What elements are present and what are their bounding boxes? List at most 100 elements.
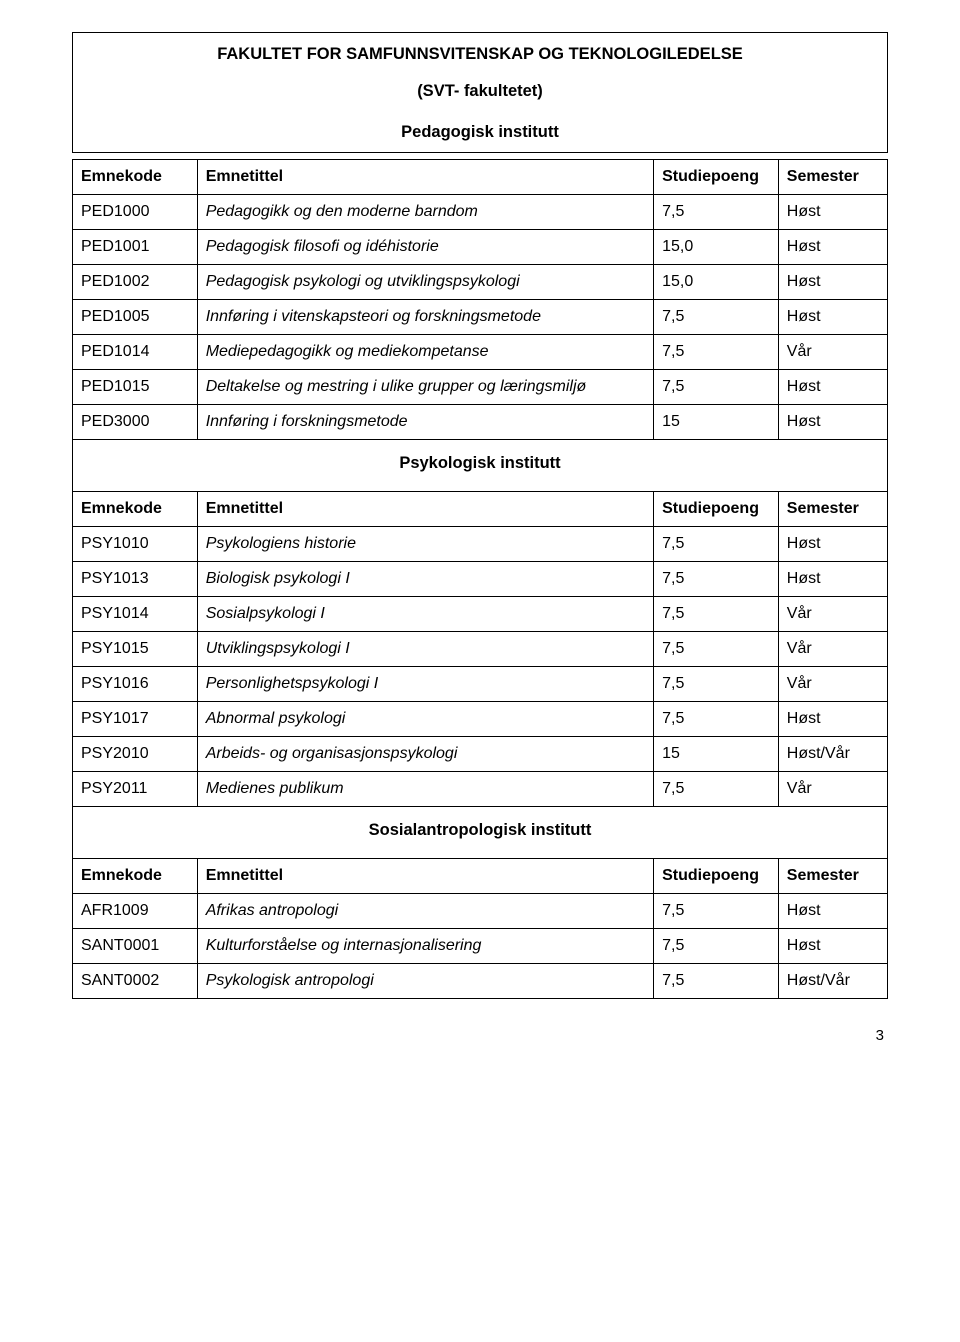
section-title-1: Psykologisk institutt xyxy=(73,440,888,492)
table-row: PSY1016Personlighetspsykologi I7,5Vår xyxy=(73,667,888,702)
cell-code: PSY2010 xyxy=(73,737,198,772)
cell-title: Biologisk psykologi I xyxy=(197,562,653,597)
cell-title: Pedagogikk og den moderne barndom xyxy=(197,195,653,230)
table-row: PED3000Innføring i forskningsmetode15Høs… xyxy=(73,405,888,440)
cell-code: PSY1013 xyxy=(73,562,198,597)
cell-sem: Vår xyxy=(778,772,887,807)
cell-sp: 7,5 xyxy=(654,562,779,597)
cell-sp: 7,5 xyxy=(654,667,779,702)
cell-sp: 7,5 xyxy=(654,300,779,335)
cell-sp: 7,5 xyxy=(654,772,779,807)
cell-title: Arbeids- og organisasjonspsykologi xyxy=(197,737,653,772)
cell-code: PED1015 xyxy=(73,370,198,405)
cell-code: PSY1015 xyxy=(73,632,198,667)
cell-code: PED1000 xyxy=(73,195,198,230)
col-sem: Semester xyxy=(778,859,887,894)
cell-sem: Høst xyxy=(778,702,887,737)
cell-title: Psykologiens historie xyxy=(197,527,653,562)
cell-code: PSY1010 xyxy=(73,527,198,562)
cell-title: Psykologisk antropologi xyxy=(197,964,653,999)
col-sem: Semester xyxy=(778,492,887,527)
cell-code: SANT0002 xyxy=(73,964,198,999)
cell-title: Mediepedagogikk og mediekompetanse xyxy=(197,335,653,370)
cell-sp: 7,5 xyxy=(654,370,779,405)
cell-sem: Høst xyxy=(778,230,887,265)
col-title: Emnetittel xyxy=(197,859,653,894)
cell-title: Personlighetspsykologi I xyxy=(197,667,653,702)
cell-sp: 7,5 xyxy=(654,335,779,370)
page-number: 3 xyxy=(72,999,888,1044)
heading-main: FAKULTET FOR SAMFUNNSVITENSKAP OG TEKNOL… xyxy=(83,45,877,64)
section-title-2: Sosialantropologisk institutt xyxy=(73,807,888,859)
cell-sp: 15 xyxy=(654,737,779,772)
cell-title: Pedagogisk psykologi og utviklingspsykol… xyxy=(197,265,653,300)
cell-sem: Høst/Vår xyxy=(778,737,887,772)
col-title: Emnetittel xyxy=(197,160,653,195)
cell-code: AFR1009 xyxy=(73,894,198,929)
cell-sem: Høst xyxy=(778,405,887,440)
cell-sem: Høst xyxy=(778,562,887,597)
table-header-row: EmnekodeEmnetittelStudiepoengSemester xyxy=(73,160,888,195)
cell-code: PED3000 xyxy=(73,405,198,440)
cell-title: Sosialpsykologi I xyxy=(197,597,653,632)
col-title: Emnetittel xyxy=(197,492,653,527)
cell-sem: Høst xyxy=(778,370,887,405)
col-sp: Studiepoeng xyxy=(654,492,779,527)
table-row: PED1014Mediepedagogikk og mediekompetans… xyxy=(73,335,888,370)
cell-code: PED1014 xyxy=(73,335,198,370)
col-sp: Studiepoeng xyxy=(654,859,779,894)
table-row: SANT0001Kulturforståelse og internasjona… xyxy=(73,929,888,964)
table-row: PSY1017Abnormal psykologi7,5Høst xyxy=(73,702,888,737)
section-title-row: Sosialantropologisk institutt xyxy=(73,807,888,859)
cell-sem: Vår xyxy=(778,335,887,370)
cell-sem: Høst xyxy=(778,894,887,929)
cell-title: Medienes publikum xyxy=(197,772,653,807)
cell-sem: Høst xyxy=(778,300,887,335)
cell-title: Deltakelse og mestring i ulike grupper o… xyxy=(197,370,653,405)
cell-sem: Høst xyxy=(778,929,887,964)
cell-title: Abnormal psykologi xyxy=(197,702,653,737)
table-row: PSY1015Utviklingspsykologi I7,5Vår xyxy=(73,632,888,667)
section-title-0: Pedagogisk institutt xyxy=(83,117,877,152)
table-header-row: EmnekodeEmnetittelStudiepoengSemester xyxy=(73,492,888,527)
cell-sem: Høst/Vår xyxy=(778,964,887,999)
page: FAKULTET FOR SAMFUNNSVITENSKAP OG TEKNOL… xyxy=(0,0,960,1076)
table-row: SANT0002Psykologisk antropologi7,5Høst/V… xyxy=(73,964,888,999)
course-table: EmnekodeEmnetittelStudiepoengSemesterPED… xyxy=(72,159,888,999)
cell-title: Innføring i forskningsmetode xyxy=(197,405,653,440)
cell-title: Utviklingspsykologi I xyxy=(197,632,653,667)
table-row: PSY2010Arbeids- og organisasjonspsykolog… xyxy=(73,737,888,772)
cell-sem: Høst xyxy=(778,195,887,230)
cell-code: PSY2011 xyxy=(73,772,198,807)
cell-sp: 7,5 xyxy=(654,702,779,737)
cell-sem: Vår xyxy=(778,667,887,702)
cell-sp: 15,0 xyxy=(654,230,779,265)
col-code: Emnekode xyxy=(73,859,198,894)
cell-sp: 7,5 xyxy=(654,964,779,999)
col-code: Emnekode xyxy=(73,492,198,527)
cell-sp: 7,5 xyxy=(654,929,779,964)
cell-code: PED1001 xyxy=(73,230,198,265)
cell-sp: 7,5 xyxy=(654,632,779,667)
cell-title: Pedagogisk filosofi og idéhistorie xyxy=(197,230,653,265)
cell-sp: 15 xyxy=(654,405,779,440)
title-box: FAKULTET FOR SAMFUNNSVITENSKAP OG TEKNOL… xyxy=(72,32,888,153)
table-row: PED1005Innføring i vitenskapsteori og fo… xyxy=(73,300,888,335)
cell-sp: 7,5 xyxy=(654,894,779,929)
cell-sem: Høst xyxy=(778,527,887,562)
col-sp: Studiepoeng xyxy=(654,160,779,195)
table-row: PSY1013Biologisk psykologi I7,5Høst xyxy=(73,562,888,597)
cell-title: Kulturforståelse og internasjonalisering xyxy=(197,929,653,964)
cell-code: PSY1017 xyxy=(73,702,198,737)
table-row: PED1001Pedagogisk filosofi og idéhistori… xyxy=(73,230,888,265)
table-row: PSY2011Medienes publikum7,5Vår xyxy=(73,772,888,807)
table-row: AFR1009Afrikas antropologi7,5Høst xyxy=(73,894,888,929)
table-row: PED1015Deltakelse og mestring i ulike gr… xyxy=(73,370,888,405)
col-code: Emnekode xyxy=(73,160,198,195)
cell-code: PSY1016 xyxy=(73,667,198,702)
cell-sem: Vår xyxy=(778,632,887,667)
heading-sub: (SVT- fakultetet) xyxy=(83,82,877,101)
cell-sp: 15,0 xyxy=(654,265,779,300)
cell-title: Innføring i vitenskapsteori og forskning… xyxy=(197,300,653,335)
cell-code: PED1005 xyxy=(73,300,198,335)
